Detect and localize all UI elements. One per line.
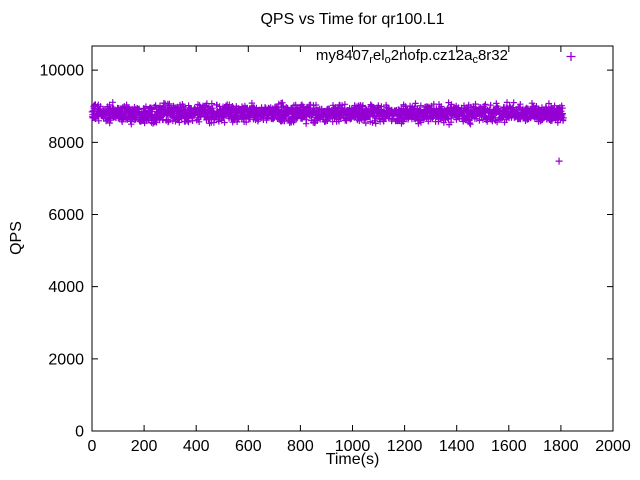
- legend-label-text: 8r32: [477, 47, 508, 64]
- legend-label-subscript: o: [384, 54, 391, 66]
- x-tick-label: 1000: [335, 438, 371, 455]
- legend-label-subscript: c: [472, 54, 478, 66]
- x-tick-label: 1400: [439, 438, 475, 455]
- y-tick-label: 0: [75, 424, 84, 441]
- legend-label: my8407relo2nofp.cz12ac8r32: [316, 47, 508, 66]
- legend-sample-marker: [566, 52, 576, 61]
- chart-title: QPS vs Time for qr100.L1: [260, 11, 445, 28]
- y-tick-label: 2000: [48, 351, 84, 368]
- legend-label-subscript: r: [369, 54, 373, 66]
- x-axis-label: Time(s): [325, 451, 380, 468]
- y-tick-label: 4000: [48, 279, 84, 296]
- x-tick-label: 1200: [387, 438, 423, 455]
- x-tick-label: 0: [88, 438, 97, 455]
- scatter-points: [88, 99, 567, 165]
- y-tick-label: 6000: [48, 207, 84, 224]
- legend-label-text: my8407: [315, 47, 370, 64]
- legend-label-text: 2nofp.cz12a: [390, 47, 473, 64]
- x-tick-label: 600: [235, 438, 262, 455]
- axis-ticks: [91, 46, 614, 432]
- x-tick-label: 1600: [491, 438, 527, 455]
- y-tick-label: 10000: [40, 63, 85, 80]
- legend-label-text: el: [372, 47, 385, 64]
- x-tick-label: 2000: [595, 438, 631, 455]
- x-tick-label: 800: [287, 438, 314, 455]
- x-tick-label: 400: [183, 438, 210, 455]
- x-tick-label: 200: [131, 438, 158, 455]
- y-tick-label: 8000: [48, 135, 84, 152]
- x-tick-label: 1800: [543, 438, 579, 455]
